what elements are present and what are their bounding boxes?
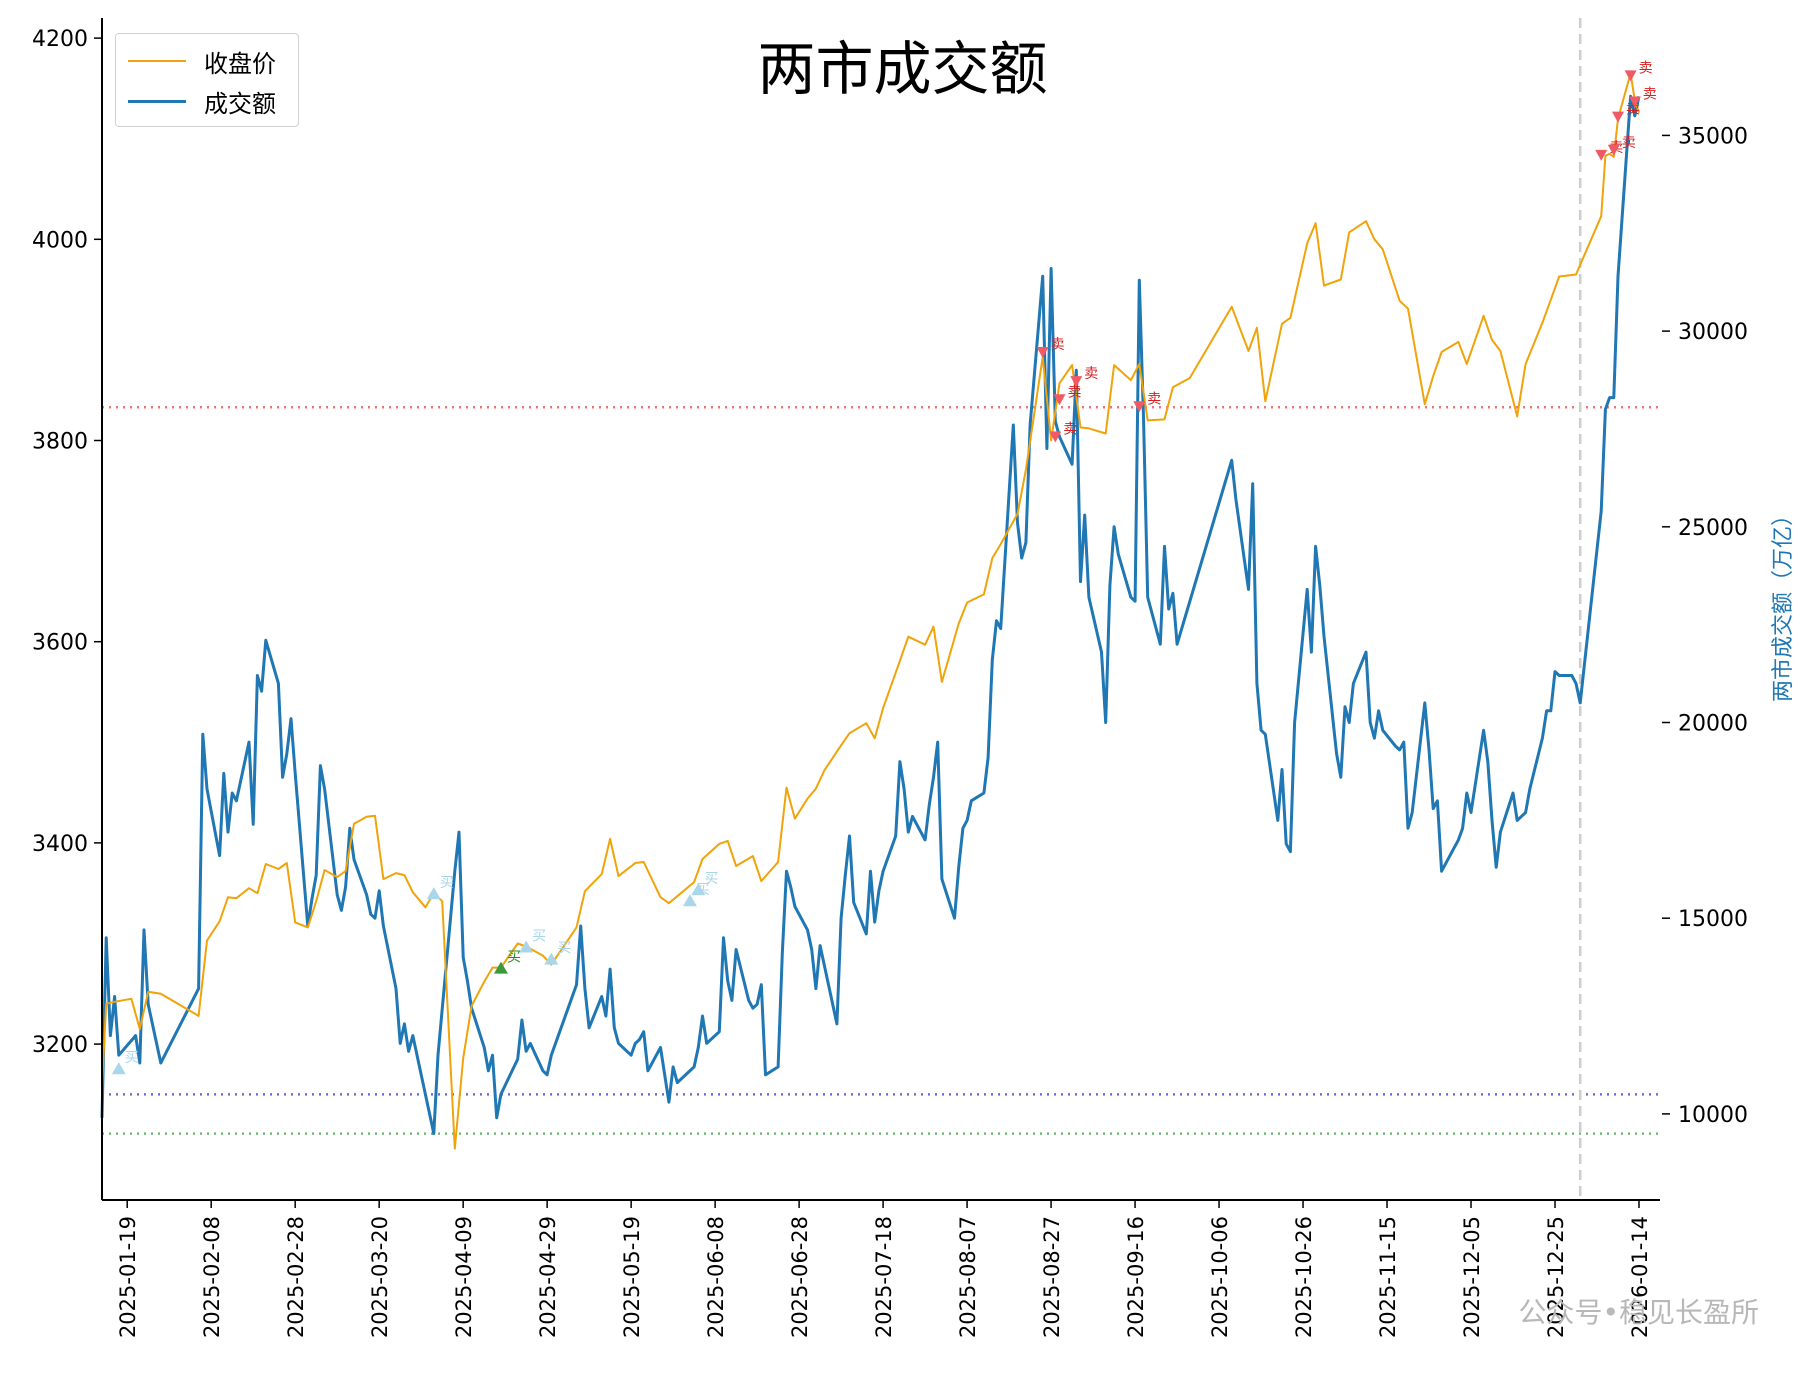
watermark: 公众号•稳见长盈所 xyxy=(1518,1296,1759,1329)
sell-marker-label: 卖 xyxy=(1622,135,1636,151)
x-tick-label: 2025-06-28 xyxy=(788,1216,812,1338)
x-tick-label: 2026-01-14 xyxy=(1628,1216,1652,1338)
sell-marker xyxy=(1607,144,1620,156)
buy-marker xyxy=(493,961,508,974)
right-tick-label: 25000 xyxy=(1678,516,1748,541)
x-tick-label: 2025-03-20 xyxy=(368,1216,392,1338)
x-tick-label: 2025-06-08 xyxy=(704,1216,728,1338)
sell-marker xyxy=(1036,346,1049,358)
close-line xyxy=(101,72,1640,1150)
sell-marker-label: 卖 xyxy=(1067,384,1081,400)
buy-marker-label: 买 xyxy=(704,871,718,887)
left-tick-label: 4200 xyxy=(32,27,88,52)
x-tick-label: 2025-02-08 xyxy=(200,1216,224,1338)
sell-marker xyxy=(1133,401,1146,413)
x-tick-label: 2025-08-07 xyxy=(956,1216,980,1338)
sell-marker-label: 卖 xyxy=(1063,421,1077,437)
volume-line xyxy=(100,94,1641,1135)
legend-label-close: 收盘价 xyxy=(204,49,276,78)
right-tick-label: 15000 xyxy=(1678,907,1748,932)
buy-marker-label: 买 xyxy=(532,928,546,944)
right-tick-label: 30000 xyxy=(1678,320,1748,345)
legend-item-volume: 成交额 xyxy=(128,84,276,118)
right-tick-label: 10000 xyxy=(1678,1103,1748,1128)
legend: 收盘价 成交额 xyxy=(115,33,299,127)
right-axis-label: 两市成交额（万亿） xyxy=(1771,504,1796,702)
trade-markers: 买买买买买买买卖卖卖卖卖卖卖卖卖卖 xyxy=(111,60,1657,1075)
legend-label-volume: 成交额 xyxy=(204,89,276,118)
x-tick-label: 2025-11-15 xyxy=(1376,1216,1400,1338)
sell-marker xyxy=(1595,149,1608,161)
right-tick-label: 35000 xyxy=(1678,124,1748,149)
buy-marker-label: 买 xyxy=(557,941,571,957)
buy-marker-label: 买 xyxy=(125,1050,139,1066)
sell-marker-label: 卖 xyxy=(1051,337,1065,353)
x-tick-label: 2025-09-16 xyxy=(1124,1216,1148,1338)
buy-marker xyxy=(682,894,697,907)
buy-marker xyxy=(691,883,706,896)
left-tick-label: 3600 xyxy=(32,631,88,656)
legend-item-close: 收盘价 xyxy=(128,44,276,78)
sell-marker xyxy=(1628,96,1641,108)
chart-title: 两市成交额 xyxy=(757,35,1048,103)
sell-marker xyxy=(1049,431,1062,443)
left-tick-label: 4000 xyxy=(32,228,88,253)
reference-lines xyxy=(102,18,1660,1200)
sell-marker xyxy=(1053,394,1066,406)
sell-marker xyxy=(1624,70,1637,82)
sell-marker-label: 卖 xyxy=(1147,391,1161,407)
sell-marker-label: 卖 xyxy=(1084,366,1098,382)
x-tick-label: 2025-08-27 xyxy=(1040,1216,1064,1338)
buy-marker xyxy=(544,952,559,965)
close-series xyxy=(101,72,1640,1150)
buy-marker xyxy=(519,940,534,953)
sell-marker-label: 卖 xyxy=(1639,60,1653,76)
sell-marker xyxy=(1070,376,1083,388)
x-tick-label: 2025-12-25 xyxy=(1544,1216,1568,1338)
x-tick-label: 2025-10-26 xyxy=(1292,1216,1316,1338)
x-tick-label: 2025-02-28 xyxy=(284,1216,308,1338)
sell-marker-label: 卖 xyxy=(1626,102,1640,118)
x-tick-label: 2025-05-19 xyxy=(620,1216,644,1338)
buy-marker xyxy=(111,1062,126,1075)
legend-swatch-volume xyxy=(128,99,186,103)
buy-marker xyxy=(426,887,441,900)
x-tick-label: 2025-07-18 xyxy=(872,1216,896,1338)
x-tick-label: 2025-10-06 xyxy=(1208,1216,1232,1338)
axes: 3200 3400 3600 3800 4000 4200 10000 15000 20000 2… xyxy=(32,18,1796,1338)
legend-swatch-close xyxy=(128,60,186,62)
x-tick-label: 2025-01-19 xyxy=(116,1216,140,1338)
x-tick-label: 2025-04-09 xyxy=(452,1216,476,1338)
x-tick-label: 2025-04-29 xyxy=(536,1216,560,1338)
buy-marker-label: 买 xyxy=(440,875,454,891)
buy-marker-label: 买 xyxy=(507,950,521,966)
x-tick-label: 2025-12-05 xyxy=(1460,1216,1484,1338)
sell-marker xyxy=(1612,111,1625,123)
right-tick-label: 20000 xyxy=(1678,712,1748,737)
left-tick-label: 3400 xyxy=(32,832,88,857)
sell-marker-label: 卖 xyxy=(1643,87,1657,103)
volume-series xyxy=(100,94,1641,1135)
left-tick-label: 3800 xyxy=(32,430,88,455)
left-tick-label: 3200 xyxy=(32,1033,88,1058)
